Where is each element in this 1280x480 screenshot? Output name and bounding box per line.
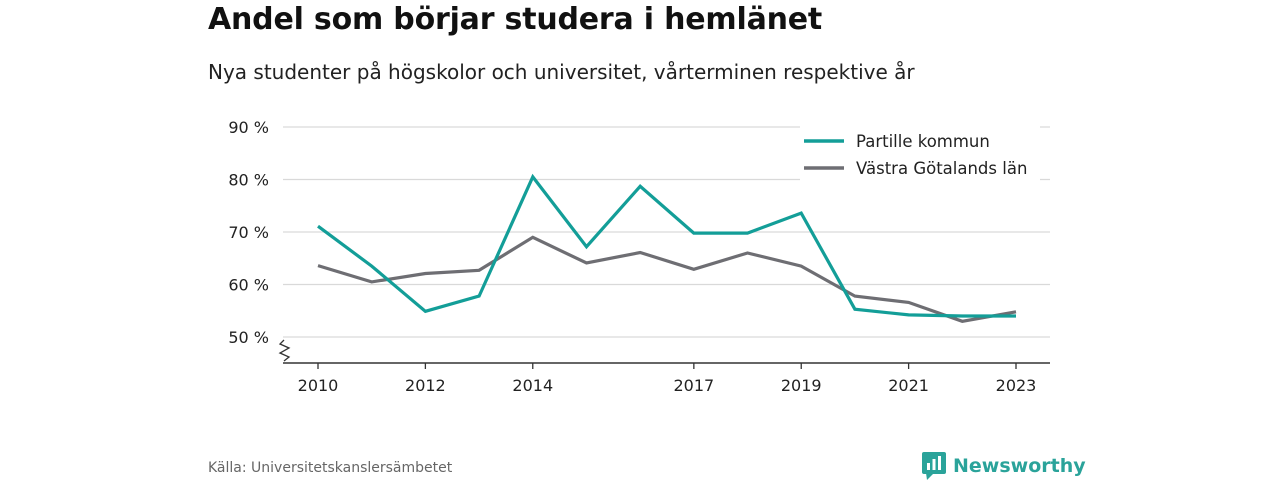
legend-layer: Partille kommun Västra Götalands län <box>800 126 1040 184</box>
y-tick-label: 60 % <box>228 276 269 295</box>
brand-name: Newsworthy <box>953 455 1086 477</box>
x-tick-label: 2012 <box>405 376 446 395</box>
legend-label: Västra Götalands län <box>856 159 1027 178</box>
legend-box <box>800 126 1040 184</box>
legend-label: Partille kommun <box>856 132 990 151</box>
x-tick-label: 2010 <box>298 376 339 395</box>
axis-layer: 50 % 60 % 70 % 80 % 90 % 2010 2012 2014 2017 2019… <box>228 118 1050 395</box>
x-tick-label: 2019 <box>781 376 822 395</box>
x-tick-label: 2021 <box>888 376 929 395</box>
x-tick-label: 2017 <box>673 376 714 395</box>
y-tick-label: 80 % <box>228 171 269 190</box>
y-tick-label: 70 % <box>228 223 269 242</box>
series-layer <box>317 173 1017 323</box>
x-tick-label: 2014 <box>512 376 553 395</box>
series-line-partille <box>317 173 1016 318</box>
y-tick-label: 50 % <box>228 328 269 347</box>
chart-subtitle: Nya studenter på högskolor och universit… <box>208 60 915 84</box>
brand-logo: Newsworthy <box>922 452 1086 480</box>
y-tick-label: 90 % <box>228 118 269 137</box>
x-tick-label: 2023 <box>996 376 1037 395</box>
chart-title: Andel som börjar studera i hemlänet <box>208 2 823 37</box>
source-note: Källa: Universitetskanslersämbetet <box>208 460 453 476</box>
bar-chart-speech-icon <box>922 452 946 480</box>
series-line-vastra-gotaland <box>317 235 1017 323</box>
axis-break-icon <box>278 339 291 362</box>
